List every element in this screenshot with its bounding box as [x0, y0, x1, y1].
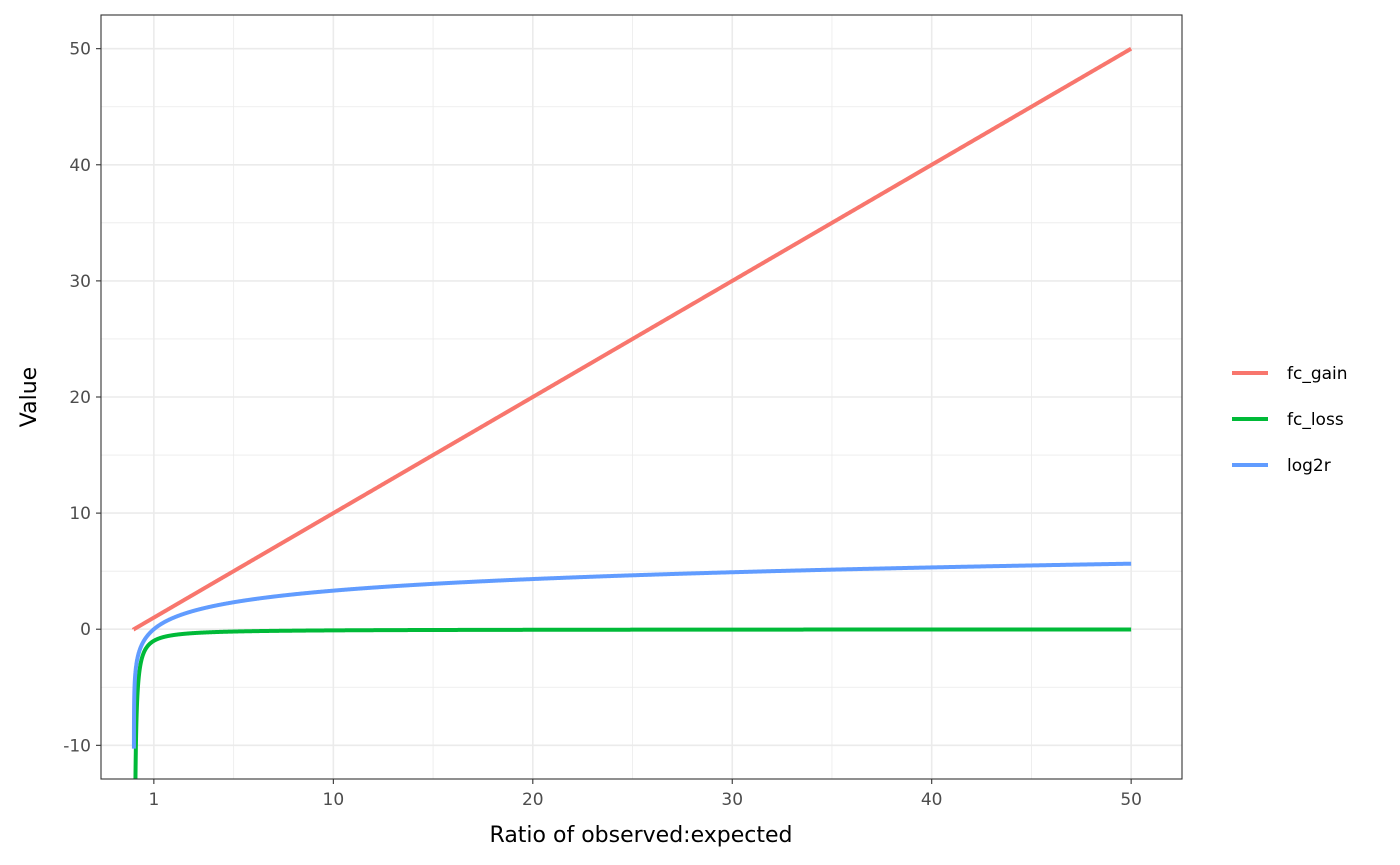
x-axis: 1 10 20 30 40 50: [148, 779, 1142, 810]
series-lines: [131, 46, 1133, 779]
y-axis: -10 0 10 20 30 40 50: [63, 40, 101, 756]
y-tick-label: 10: [69, 504, 91, 524]
x-tick-label: 40: [921, 790, 943, 810]
series-line-fc_gain: [131, 46, 1133, 632]
series-line-fc_loss: [133, 627, 1132, 779]
y-tick-label: 50: [69, 40, 91, 60]
legend-label-fc_loss: fc_loss: [1287, 410, 1344, 430]
x-tick-label: 20: [522, 790, 544, 810]
y-tick-label: 20: [69, 388, 91, 408]
y-tick-label: 30: [69, 272, 91, 292]
y-tick-label: -10: [63, 736, 91, 756]
y-tick-label: 40: [69, 156, 91, 176]
y-axis-title: Value: [17, 367, 42, 427]
x-tick-label: 30: [721, 790, 743, 810]
legend-label-fc_gain: fc_gain: [1287, 364, 1348, 384]
legend: fc_gain fc_loss log2r: [1232, 364, 1348, 476]
x-axis-title: Ratio of observed:expected: [490, 823, 793, 848]
y-tick-label: 0: [80, 620, 91, 640]
series-line-log2r: [131, 561, 1132, 751]
x-tick-label: 1: [148, 790, 159, 810]
x-tick-label: 10: [323, 790, 345, 810]
x-tick-label: 50: [1120, 790, 1142, 810]
legend-label-log2r: log2r: [1287, 456, 1331, 476]
